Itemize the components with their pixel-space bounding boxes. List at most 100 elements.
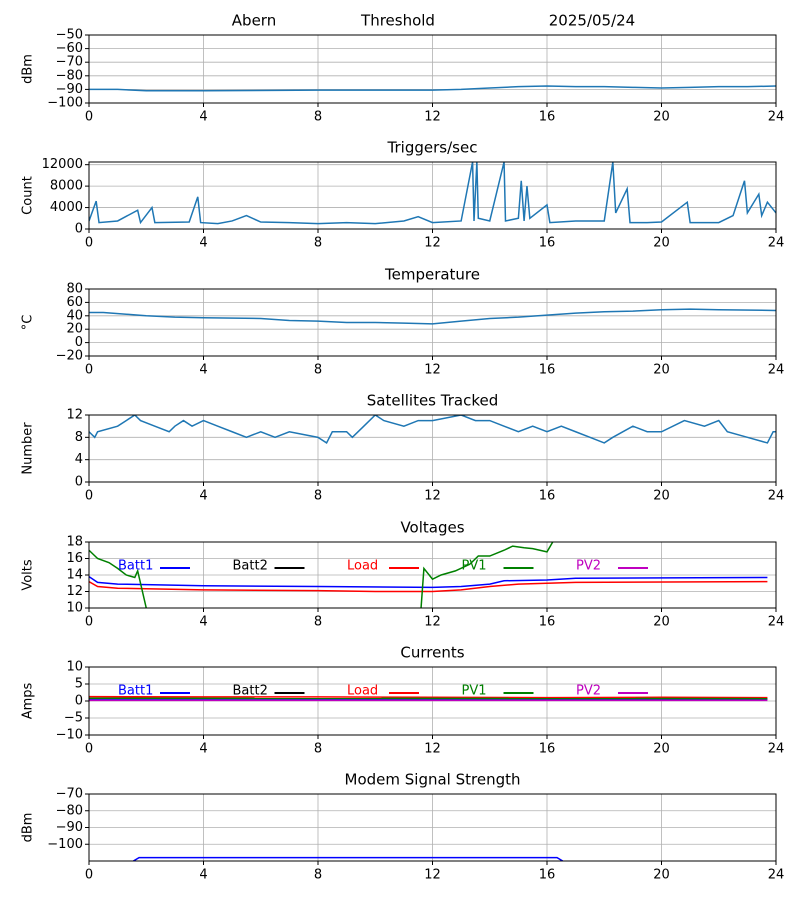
legend-label: PV2 (576, 559, 601, 574)
y-tick-label: 4 (75, 452, 83, 467)
plot-frame (88, 288, 777, 357)
chart-title: Modem Signal Strength (345, 771, 521, 789)
x-tick-label: 0 (85, 742, 93, 757)
x-tick-label: 8 (314, 489, 322, 504)
y-tick-label: 0 (75, 694, 83, 709)
y-tick-label: −80 (56, 68, 83, 83)
x-tick-label: 8 (314, 742, 322, 757)
x-tick-label: 20 (653, 363, 670, 378)
data-line (89, 542, 554, 608)
chart-title: 2025/05/24 (549, 12, 635, 30)
x-tick-label: 12 (424, 110, 441, 125)
y-tick-label: −10 (56, 728, 83, 743)
chart-title: Abern (232, 12, 276, 30)
legend-label: Batt2 (233, 559, 268, 574)
x-tick-label: 8 (314, 236, 322, 251)
x-tick-label: 24 (768, 615, 785, 630)
y-axis-label: Amps (21, 682, 36, 719)
data-line (89, 580, 768, 593)
chart-title: Threshold (360, 12, 435, 30)
chart-title: Currents (400, 644, 464, 662)
plot-frame (88, 541, 777, 609)
y-tick-label: 20 (66, 322, 83, 337)
y-tick-label: −50 (56, 28, 83, 43)
x-tick-label: 20 (653, 489, 670, 504)
data-line (89, 162, 776, 225)
y-tick-label: 12000 (42, 157, 83, 172)
legend-label: PV1 (462, 684, 487, 699)
y-tick-label: 12 (66, 584, 83, 599)
y-tick-label: 0 (75, 335, 83, 350)
y-tick-label: 12 (66, 408, 83, 423)
y-tick-label: 10 (66, 660, 83, 675)
y-tick-label: 18 (66, 535, 83, 550)
x-tick-label: 12 (424, 615, 441, 630)
y-tick-label: 8 (75, 430, 83, 445)
y-tick-label: 8000 (50, 179, 83, 194)
x-tick-label: 12 (424, 236, 441, 251)
plot-frame (88, 161, 777, 230)
x-tick-label: 16 (539, 110, 556, 125)
x-tick-label: 16 (539, 363, 556, 378)
x-tick-label: 24 (768, 868, 785, 883)
y-axis-label: °C (21, 315, 36, 331)
x-tick-label: 0 (85, 615, 93, 630)
x-tick-label: 20 (653, 236, 670, 251)
chart-title: Temperature (384, 266, 480, 284)
data-line (89, 695, 768, 699)
x-tick-label: 0 (85, 236, 93, 251)
legend-label: PV1 (462, 559, 487, 574)
plot-frame (88, 666, 777, 736)
y-tick-label: −60 (56, 41, 83, 56)
chart-title: Satellites Tracked (367, 392, 498, 410)
plot-frame (88, 793, 777, 862)
x-tick-label: 20 (653, 110, 670, 125)
y-axis-label: Count (21, 176, 36, 215)
y-axis-label: dBm (21, 813, 36, 843)
plot-frame (88, 414, 777, 483)
x-tick-label: 12 (424, 489, 441, 504)
x-tick-label: 0 (85, 868, 93, 883)
x-tick-label: 12 (424, 742, 441, 757)
x-tick-label: 0 (85, 489, 93, 504)
panel: Satellites Tracked Number 0 4 8 12 16 20 24 0 4 8 12 (21, 392, 785, 504)
x-tick-label: 12 (424, 363, 441, 378)
x-tick-label: 4 (199, 236, 207, 251)
x-tick-label: 0 (85, 110, 93, 125)
x-tick-label: 8 (314, 868, 322, 883)
legend-label: Batt1 (118, 559, 153, 574)
legend-label: Batt1 (118, 684, 153, 699)
y-tick-label: 80 (66, 282, 83, 297)
y-tick-label: −100 (47, 837, 83, 852)
x-tick-label: 24 (768, 363, 785, 378)
y-tick-label: 14 (66, 568, 83, 583)
y-axis-label: Number (21, 422, 36, 475)
legend-label: PV2 (576, 684, 601, 699)
x-tick-label: 8 (314, 110, 322, 125)
y-tick-label: −70 (56, 55, 83, 70)
legend-label: Load (347, 559, 378, 574)
x-tick-label: 4 (199, 868, 207, 883)
y-tick-label: 10 (66, 601, 83, 616)
y-tick-label: 0 (75, 222, 83, 237)
y-tick-label: −70 (56, 787, 83, 802)
y-tick-label: 16 (66, 551, 83, 566)
panel: Currents Amps 0 4 8 12 16 20 24 −10 −5 0 5 10 Batt1 Bat… (21, 644, 785, 757)
x-tick-label: 24 (768, 489, 785, 504)
x-tick-label: 4 (199, 110, 207, 125)
y-axis-label: Volts (21, 559, 36, 591)
x-tick-label: 8 (314, 363, 322, 378)
x-tick-label: 0 (85, 363, 93, 378)
y-tick-label: 5 (75, 677, 83, 692)
x-tick-label: 16 (539, 868, 556, 883)
y-tick-label: 40 (66, 308, 83, 323)
x-tick-label: 24 (768, 236, 785, 251)
x-tick-label: 4 (199, 742, 207, 757)
y-tick-label: −80 (56, 803, 83, 818)
y-tick-label: 0 (75, 475, 83, 490)
data-line (89, 576, 768, 589)
y-tick-label: −5 (64, 711, 83, 726)
